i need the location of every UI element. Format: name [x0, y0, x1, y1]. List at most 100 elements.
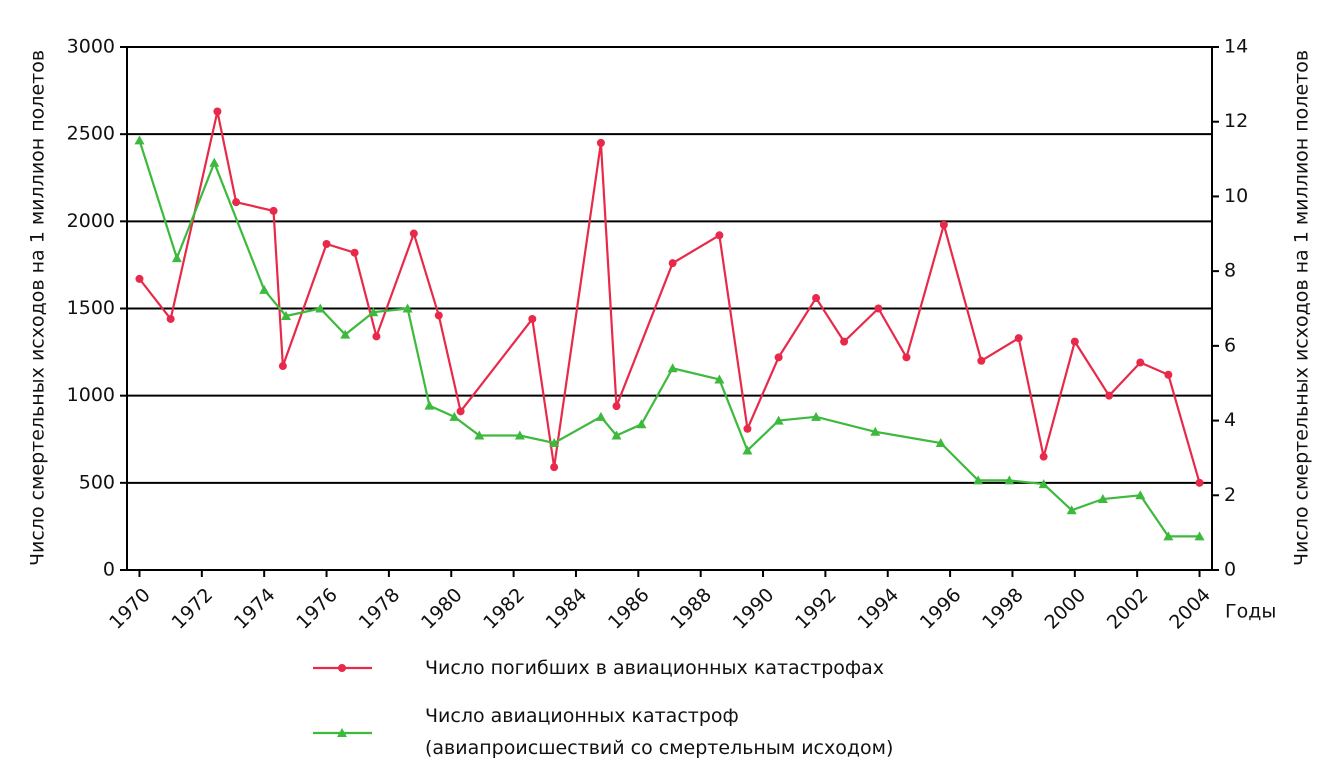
x-tick-label: 2002	[1103, 584, 1153, 634]
marker	[402, 303, 413, 313]
x-tick-label: 1994	[853, 584, 903, 634]
marker	[549, 437, 560, 447]
x-tick-label: 1972	[168, 584, 218, 634]
marker	[278, 362, 287, 371]
y2-tick-label: 6	[1224, 334, 1236, 356]
marker	[596, 138, 605, 147]
y-tick-label: 1000	[67, 384, 115, 406]
y2-tick-label: 10	[1224, 185, 1248, 207]
x-tick-label: 1996	[916, 584, 966, 634]
marker	[368, 307, 379, 317]
marker	[743, 424, 752, 433]
marker	[209, 157, 220, 167]
marker	[1105, 391, 1114, 400]
y-tick-label: 500	[79, 471, 115, 493]
marker	[742, 445, 753, 455]
y-axis-label: Число смертельных исходов на 1 миллион п…	[27, 50, 49, 566]
x-tick-label: 1974	[230, 584, 280, 634]
marker	[939, 220, 948, 229]
y2-tick-label: 12	[1224, 110, 1248, 132]
marker	[434, 311, 443, 320]
marker	[811, 411, 822, 421]
marker	[1136, 358, 1145, 367]
y2-tick-label: 2	[1224, 484, 1236, 506]
marker	[550, 463, 559, 472]
marker	[350, 248, 359, 257]
marker	[1070, 337, 1079, 346]
x-tick-label: 1984	[542, 584, 592, 634]
marker	[232, 198, 241, 207]
marker	[612, 402, 621, 411]
marker	[528, 314, 537, 323]
marker	[474, 430, 485, 440]
y2-tick-label: 8	[1224, 260, 1236, 282]
x-axis-label: Годы	[1225, 601, 1276, 623]
marker	[449, 411, 460, 421]
y-tick-label: 3000	[67, 36, 115, 58]
x-tick-label: 1978	[355, 584, 405, 634]
legend-label: Число погибших в авиационных катастрофах	[425, 657, 885, 679]
marker	[977, 356, 986, 365]
y2-tick-label: 4	[1224, 409, 1236, 431]
marker	[935, 437, 946, 447]
marker	[1194, 531, 1205, 541]
marker	[281, 310, 292, 320]
series-line	[138, 111, 1201, 484]
marker	[340, 329, 351, 339]
marker	[269, 206, 278, 215]
marker	[213, 107, 222, 116]
y-tick-label: 0	[103, 559, 115, 581]
marker	[812, 294, 821, 303]
marker	[902, 353, 911, 362]
x-tick-label: 2000	[1040, 584, 1090, 634]
x-tick-label: 1992	[791, 584, 841, 634]
marker	[668, 259, 677, 268]
x-tick-label: 1982	[479, 584, 529, 634]
marker	[874, 304, 883, 313]
marker	[424, 400, 435, 410]
y2-axis-label: Число смертельных исходов на 1 миллион п…	[1291, 50, 1313, 566]
x-tick-label: 1986	[604, 584, 654, 634]
marker	[840, 337, 849, 346]
marker	[1038, 479, 1049, 489]
marker	[1039, 452, 1048, 461]
series-line	[138, 140, 1200, 538]
marker	[667, 363, 678, 373]
marker	[166, 314, 175, 323]
marker	[870, 426, 881, 436]
marker	[973, 475, 984, 485]
y2-tick-label: 14	[1224, 36, 1248, 58]
y-tick-label: 2000	[67, 210, 115, 232]
x-tick-label: 1976	[292, 584, 342, 634]
legend-marker	[337, 728, 347, 737]
marker	[259, 284, 270, 294]
marker	[171, 253, 182, 263]
marker	[134, 135, 145, 145]
legend-marker	[338, 664, 346, 672]
marker	[1163, 531, 1174, 541]
marker	[595, 411, 606, 421]
marker	[773, 415, 784, 425]
marker	[636, 419, 647, 429]
x-tick-label: 1990	[729, 584, 779, 634]
marker	[1097, 494, 1108, 504]
marker	[322, 239, 331, 248]
marker	[611, 430, 622, 440]
y2-tick-label: 0	[1224, 559, 1236, 581]
marker	[315, 303, 326, 313]
x-tick-label: 1980	[417, 584, 467, 634]
marker	[372, 332, 381, 341]
x-tick-label: 2004	[1165, 584, 1215, 634]
marker	[1004, 475, 1015, 485]
x-tick-label: 1970	[105, 584, 155, 634]
marker	[135, 274, 144, 283]
y-tick-label: 2500	[67, 123, 115, 145]
x-tick-label: 1988	[666, 584, 716, 634]
marker	[1066, 505, 1077, 515]
marker	[1195, 478, 1204, 487]
marker	[715, 231, 724, 240]
x-tick-label: 1998	[978, 584, 1028, 634]
marker	[1164, 370, 1173, 379]
